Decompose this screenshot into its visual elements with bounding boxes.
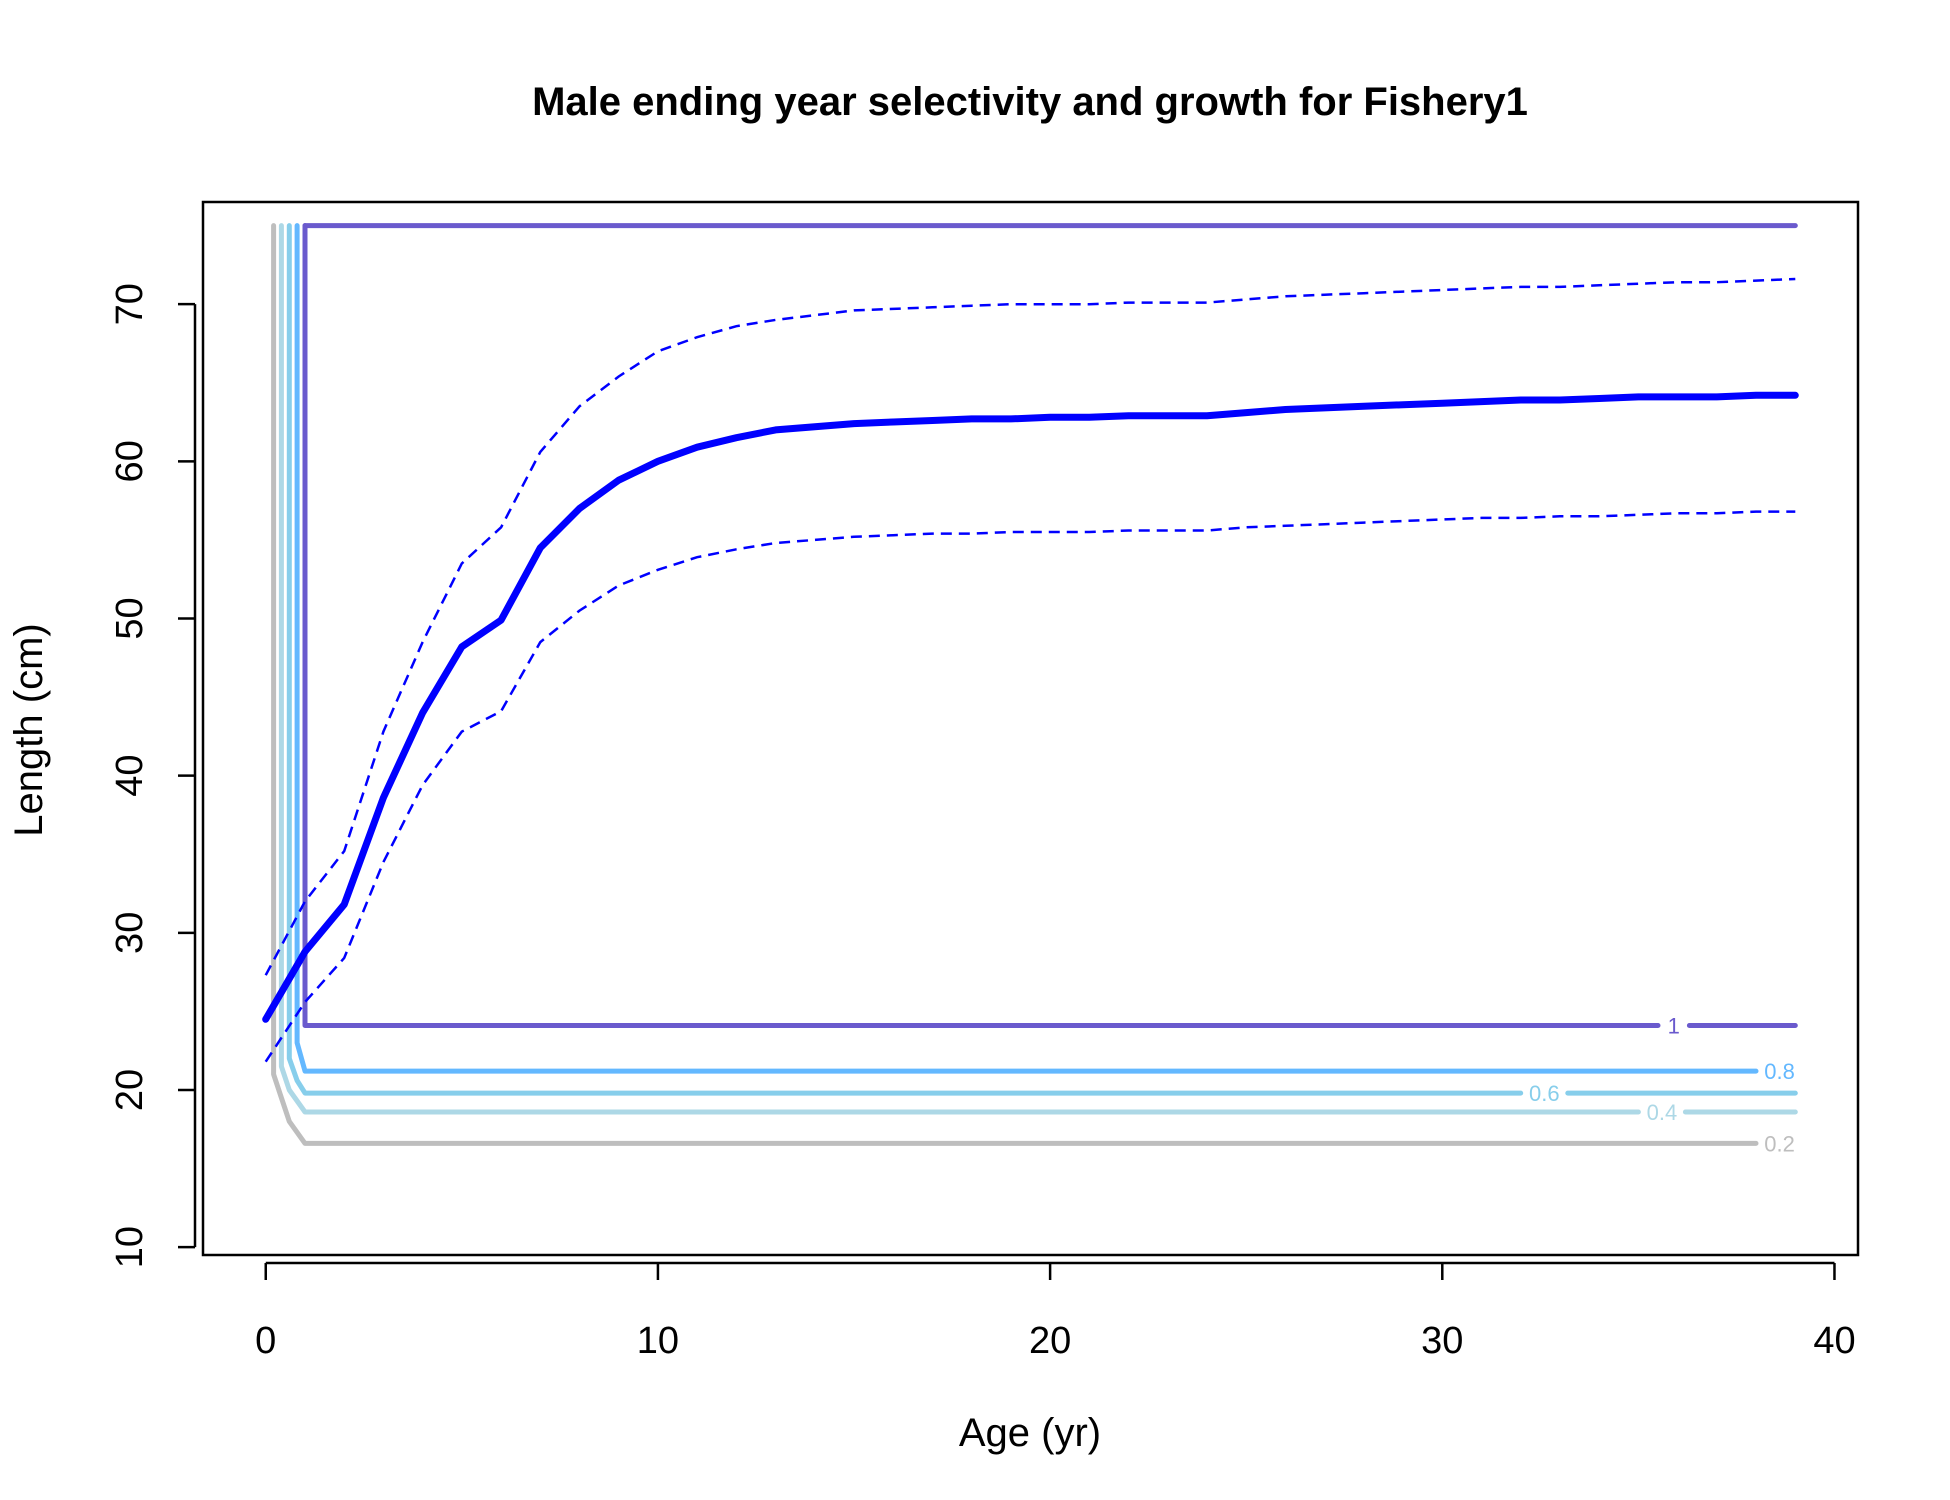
- contour-label: 0.6: [1529, 1081, 1560, 1106]
- y-tick-label: 40: [109, 754, 151, 796]
- chart-title: Male ending year selectivity and growth …: [532, 80, 1528, 124]
- x-axis: 0 10 20 30 40: [255, 1261, 1856, 1362]
- y-axis: 10 20 30 40 50 60 70: [109, 283, 197, 1268]
- x-axis-title: Age (yr): [959, 1411, 1101, 1455]
- growth-curves: [262, 277, 1799, 1063]
- contour-line-0.8: [294, 223, 1759, 1074]
- contour-label: 0.2: [1764, 1131, 1795, 1156]
- contour-line-0.2: [271, 223, 1759, 1146]
- y-tick-label: 20: [109, 1069, 151, 1111]
- y-axis-title: Length (cm): [7, 623, 51, 836]
- y-tick-label: 30: [109, 912, 151, 954]
- plot-frame: [201, 200, 1860, 1257]
- x-tick-label: 30: [1421, 1320, 1463, 1362]
- y-tick-label: 60: [109, 440, 151, 482]
- x-tick-label: 20: [1029, 1320, 1071, 1362]
- x-tick-label: 10: [637, 1320, 679, 1362]
- y-tick-label: 10: [109, 1226, 151, 1268]
- y-tick-label: 70: [109, 283, 151, 325]
- contour-label: 1: [1668, 1014, 1680, 1039]
- contour-line-0.6: [286, 223, 1524, 1096]
- growth-upper-ci-line: [264, 277, 1796, 976]
- selectivity-contours: 0.2 0.4 0.6 0.8 1: [271, 223, 1798, 1156]
- growth-mean-line: [262, 391, 1799, 1023]
- x-tick-label: 0: [255, 1320, 276, 1362]
- growth-lower-ci-line: [264, 510, 1796, 1063]
- contour-line-0.4: [278, 223, 1641, 1115]
- contour-line-1: [302, 223, 1661, 1028]
- contour-label: 0.8: [1764, 1059, 1795, 1084]
- x-tick-label: 40: [1813, 1320, 1855, 1362]
- y-tick-label: 50: [109, 597, 151, 639]
- contour-label: 0.4: [1647, 1100, 1678, 1125]
